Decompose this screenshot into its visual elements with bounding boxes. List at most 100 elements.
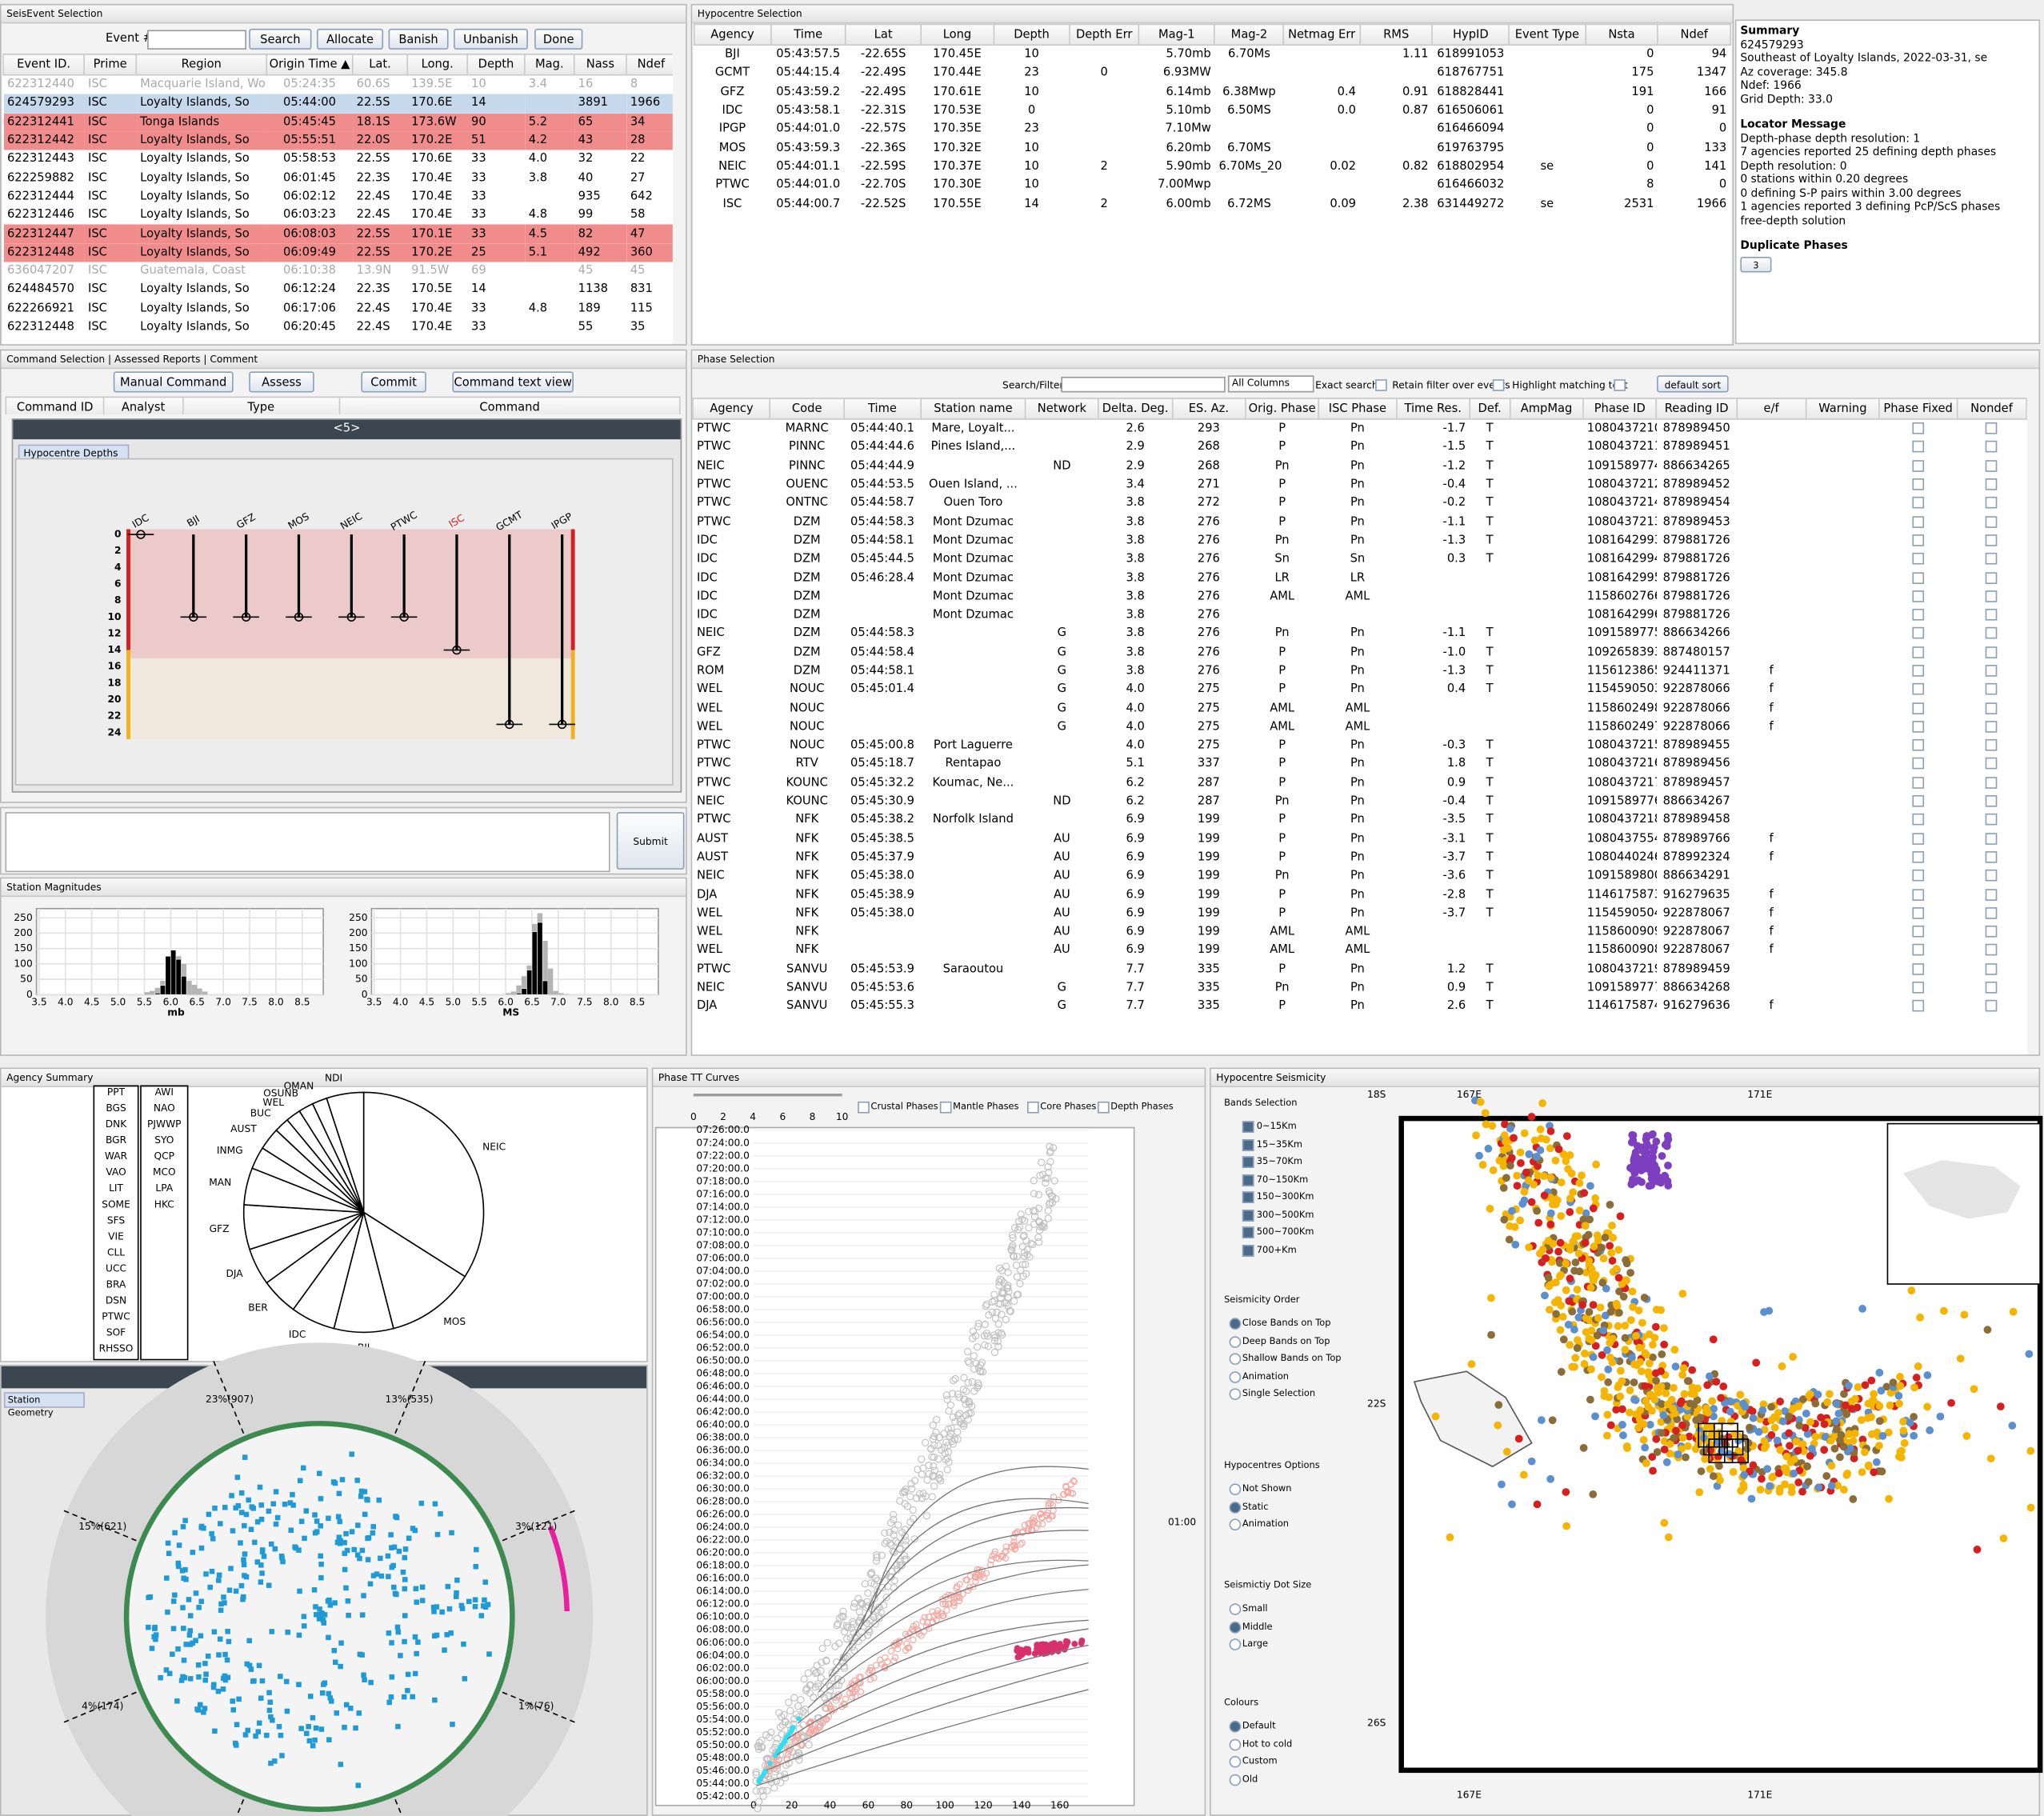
column-header[interactable]: Nass: [573, 53, 627, 76]
column-header[interactable]: Depth Err: [1069, 23, 1139, 46]
checkbox[interactable]: [1986, 441, 1998, 454]
table-row[interactable]: 622312447 ISC Loyalty Islands, So 06:08:03 2…: [3, 224, 673, 244]
tab[interactable]: Hypocentre Depths: [18, 444, 130, 462]
radio[interactable]: [1229, 1603, 1242, 1615]
column-header[interactable]: Mag-1: [1138, 23, 1216, 46]
checkbox[interactable]: [1986, 534, 1998, 546]
table-row[interactable]: WEL NFK AU 6.9 199 AML AML 1158600908 922878067 f: [693, 942, 2026, 960]
button[interactable]: Allocate: [316, 28, 384, 50]
checkbox[interactable]: [1242, 1226, 1254, 1238]
checkbox[interactable]: [1912, 944, 1924, 957]
table-row[interactable]: 622312442 ISC Loyalty Islands, So 05:55:51 2…: [3, 131, 673, 150]
checkbox[interactable]: [1912, 627, 1924, 640]
checkbox[interactable]: [1986, 870, 1998, 882]
column-header[interactable]: Phase ID: [1582, 397, 1658, 420]
search-input[interactable]: [1061, 376, 1226, 393]
table-row[interactable]: NEIC 05:44:01.1 -22.59S 170.37E 10 2 5.90mb 6.7…: [694, 158, 1730, 176]
checkbox[interactable]: [1986, 795, 1998, 807]
checkbox[interactable]: [1242, 1174, 1254, 1186]
checkbox[interactable]: [1986, 926, 1998, 938]
radio[interactable]: [1229, 1370, 1242, 1383]
column-header[interactable]: Lat: [845, 23, 922, 46]
table-row[interactable]: IDC DZM 05:45:44.5 Mont Dzumac 3.8 276 Sn Sn 0.3…: [693, 550, 2026, 569]
checkbox[interactable]: [1986, 515, 1998, 528]
column-header[interactable]: Def.: [1469, 397, 1510, 420]
table-row[interactable]: 622312441 ISC Tonga Islands 05:45:45 18.1S 17…: [3, 113, 673, 132]
column-header[interactable]: Command: [338, 396, 681, 415]
checkbox[interactable]: [1986, 739, 1998, 751]
table-row[interactable]: 622312448 ISC Loyalty Islands, So 06:20:45 2…: [3, 318, 673, 337]
checkbox[interactable]: [1242, 1244, 1254, 1256]
checkbox[interactable]: [1912, 962, 1924, 975]
checkbox[interactable]: [1912, 758, 1924, 770]
button[interactable]: Assess: [249, 371, 314, 393]
table-row[interactable]: MOS 05:43:59.3 -22.36S 170.32E 10 6.20mb 6.70M…: [694, 139, 1730, 158]
table-row[interactable]: PTWC DZM 05:44:58.3 Mont Dzumac 3.8 276 P Pn -1.…: [693, 513, 2026, 531]
table-row[interactable]: PTWC MARNC 05:44:40.1 Mare, Loyalt... 2.6 293…: [693, 419, 2026, 438]
column-header[interactable]: Reading ID: [1655, 397, 1738, 420]
checkbox[interactable]: [1912, 571, 1924, 584]
column-header[interactable]: Agency: [692, 397, 771, 420]
table-row[interactable]: PTWC NOUC 05:45:00.8 Port Laguerre 4.0 275 P Pn…: [693, 737, 2026, 755]
table-row[interactable]: IDC 05:43:58.1 -22.31S 170.53E 0 5.10mb 6.50MS…: [694, 102, 1730, 120]
checkbox[interactable]: [1027, 1101, 1039, 1114]
table-row[interactable]: NEIC SANVU 05:45:53.6 G 7.7 335 Pn Pn 0.9 T 109158…: [693, 979, 2026, 998]
table-row[interactable]: IDC DZM 05:46:28.4 Mont Dzumac 3.8 276 LR LR 108…: [693, 569, 2026, 587]
column-header[interactable]: Event Type: [1508, 23, 1586, 46]
table-row[interactable]: WEL NFK AU 6.9 199 AML AML 1158600909 922878067 f: [693, 923, 2026, 942]
table-row[interactable]: 622312446 ISC Loyalty Islands, So 06:03:23 2…: [3, 206, 673, 225]
radio[interactable]: [177, 1415, 190, 1428]
column-header[interactable]: Analyst: [103, 396, 183, 415]
column-header[interactable]: Station name: [920, 397, 1026, 420]
table-row[interactable]: WEL NOUC G 4.0 275 AML AML 1158602497 922878066 f: [693, 718, 2026, 736]
button[interactable]: Done: [534, 28, 583, 50]
column-header[interactable]: Depth: [992, 23, 1071, 46]
checkbox[interactable]: [1912, 906, 1924, 919]
column-header[interactable]: Lat.: [351, 53, 409, 76]
table-row[interactable]: 636047207 ISC Guatemala, Coast 06:10:38 13.9…: [3, 262, 673, 281]
checkbox[interactable]: [1242, 1121, 1254, 1134]
checkbox[interactable]: [1242, 1191, 1254, 1203]
column-header[interactable]: Mag-2: [1214, 23, 1285, 46]
checkbox[interactable]: [1912, 926, 1924, 938]
radio[interactable]: [1229, 1621, 1242, 1633]
table-row[interactable]: WEL NFK 05:45:38.0 AU 6.9 199 P Pn -3.7 T 11545905…: [693, 904, 2026, 922]
checkbox[interactable]: [939, 1101, 952, 1114]
checkbox[interactable]: [1912, 888, 1924, 901]
table-row[interactable]: PTWC OUENC 05:44:53.5 Ouen Island, ... 3.4 27…: [693, 476, 2026, 494]
table-row[interactable]: GFZ DZM 05:44:58.4 G 3.8 276 P Pn -1.0 T 109265839…: [693, 643, 2026, 662]
checkbox[interactable]: [1986, 1000, 1998, 1013]
radio[interactable]: [294, 1415, 306, 1428]
column-header[interactable]: Delta. Deg.: [1098, 397, 1173, 420]
checkbox[interactable]: [1986, 814, 1998, 826]
table-row[interactable]: 622312444 ISC Loyalty Islands, So 06:02:12 2…: [3, 187, 673, 206]
checkbox[interactable]: [1912, 814, 1924, 826]
column-header[interactable]: Network: [1024, 397, 1100, 420]
column-header[interactable]: Orig. Phase: [1244, 397, 1320, 420]
checkbox[interactable]: [1986, 571, 1998, 584]
table-row[interactable]: ISC 05:44:00.7 -22.52S 170.55E 14 2 6.00mb 6.72…: [694, 194, 1730, 213]
table-row[interactable]: IDC DZM Mont Dzumac 3.8 276 1081642996 8798817…: [693, 606, 2026, 625]
checkbox[interactable]: [1986, 758, 1998, 770]
column-header[interactable]: Long: [920, 23, 994, 46]
column-header[interactable]: Warning: [1805, 397, 1881, 420]
table-row[interactable]: IPGP 05:44:01.0 -22.57S 170.35E 23 7.10Mw 6164…: [694, 120, 1730, 138]
column-header[interactable]: Netmag Err: [1282, 23, 1361, 46]
column-header[interactable]: Prime: [83, 53, 138, 76]
checkbox[interactable]: [1912, 478, 1924, 490]
table-row[interactable]: NEIC NFK 05:45:38.0 AU 6.9 199 Pn Pn -3.6 T 109158…: [693, 867, 2026, 886]
table-row[interactable]: PTWC KOUNC 05:45:32.2 Koumac, Ne... 6.2 287 P P…: [693, 774, 2026, 792]
table-row[interactable]: BJI 05:43:57.5 -22.65S 170.45E 10 5.70mb 6.70M…: [694, 45, 1730, 64]
checkbox[interactable]: [1912, 534, 1924, 546]
radio[interactable]: [1229, 1501, 1242, 1513]
table-row[interactable]: NEIC PINNC 05:44:44.9 ND 2.9 268 Pn Pn -1.2 T 1091…: [693, 457, 2026, 475]
radio[interactable]: [1229, 1738, 1242, 1750]
checkbox[interactable]: [1242, 1209, 1254, 1221]
radio[interactable]: [1229, 1773, 1242, 1786]
column-header[interactable]: Command ID: [5, 396, 105, 415]
button[interactable]: Banish: [388, 28, 449, 50]
table-row[interactable]: DJA NFK 05:45:38.9 AU 6.9 199 P Pn -2.8 T 11461758…: [693, 886, 2026, 904]
checkbox[interactable]: [1986, 982, 1998, 994]
checkbox[interactable]: [1912, 422, 1924, 434]
checkbox[interactable]: [1912, 609, 1924, 621]
